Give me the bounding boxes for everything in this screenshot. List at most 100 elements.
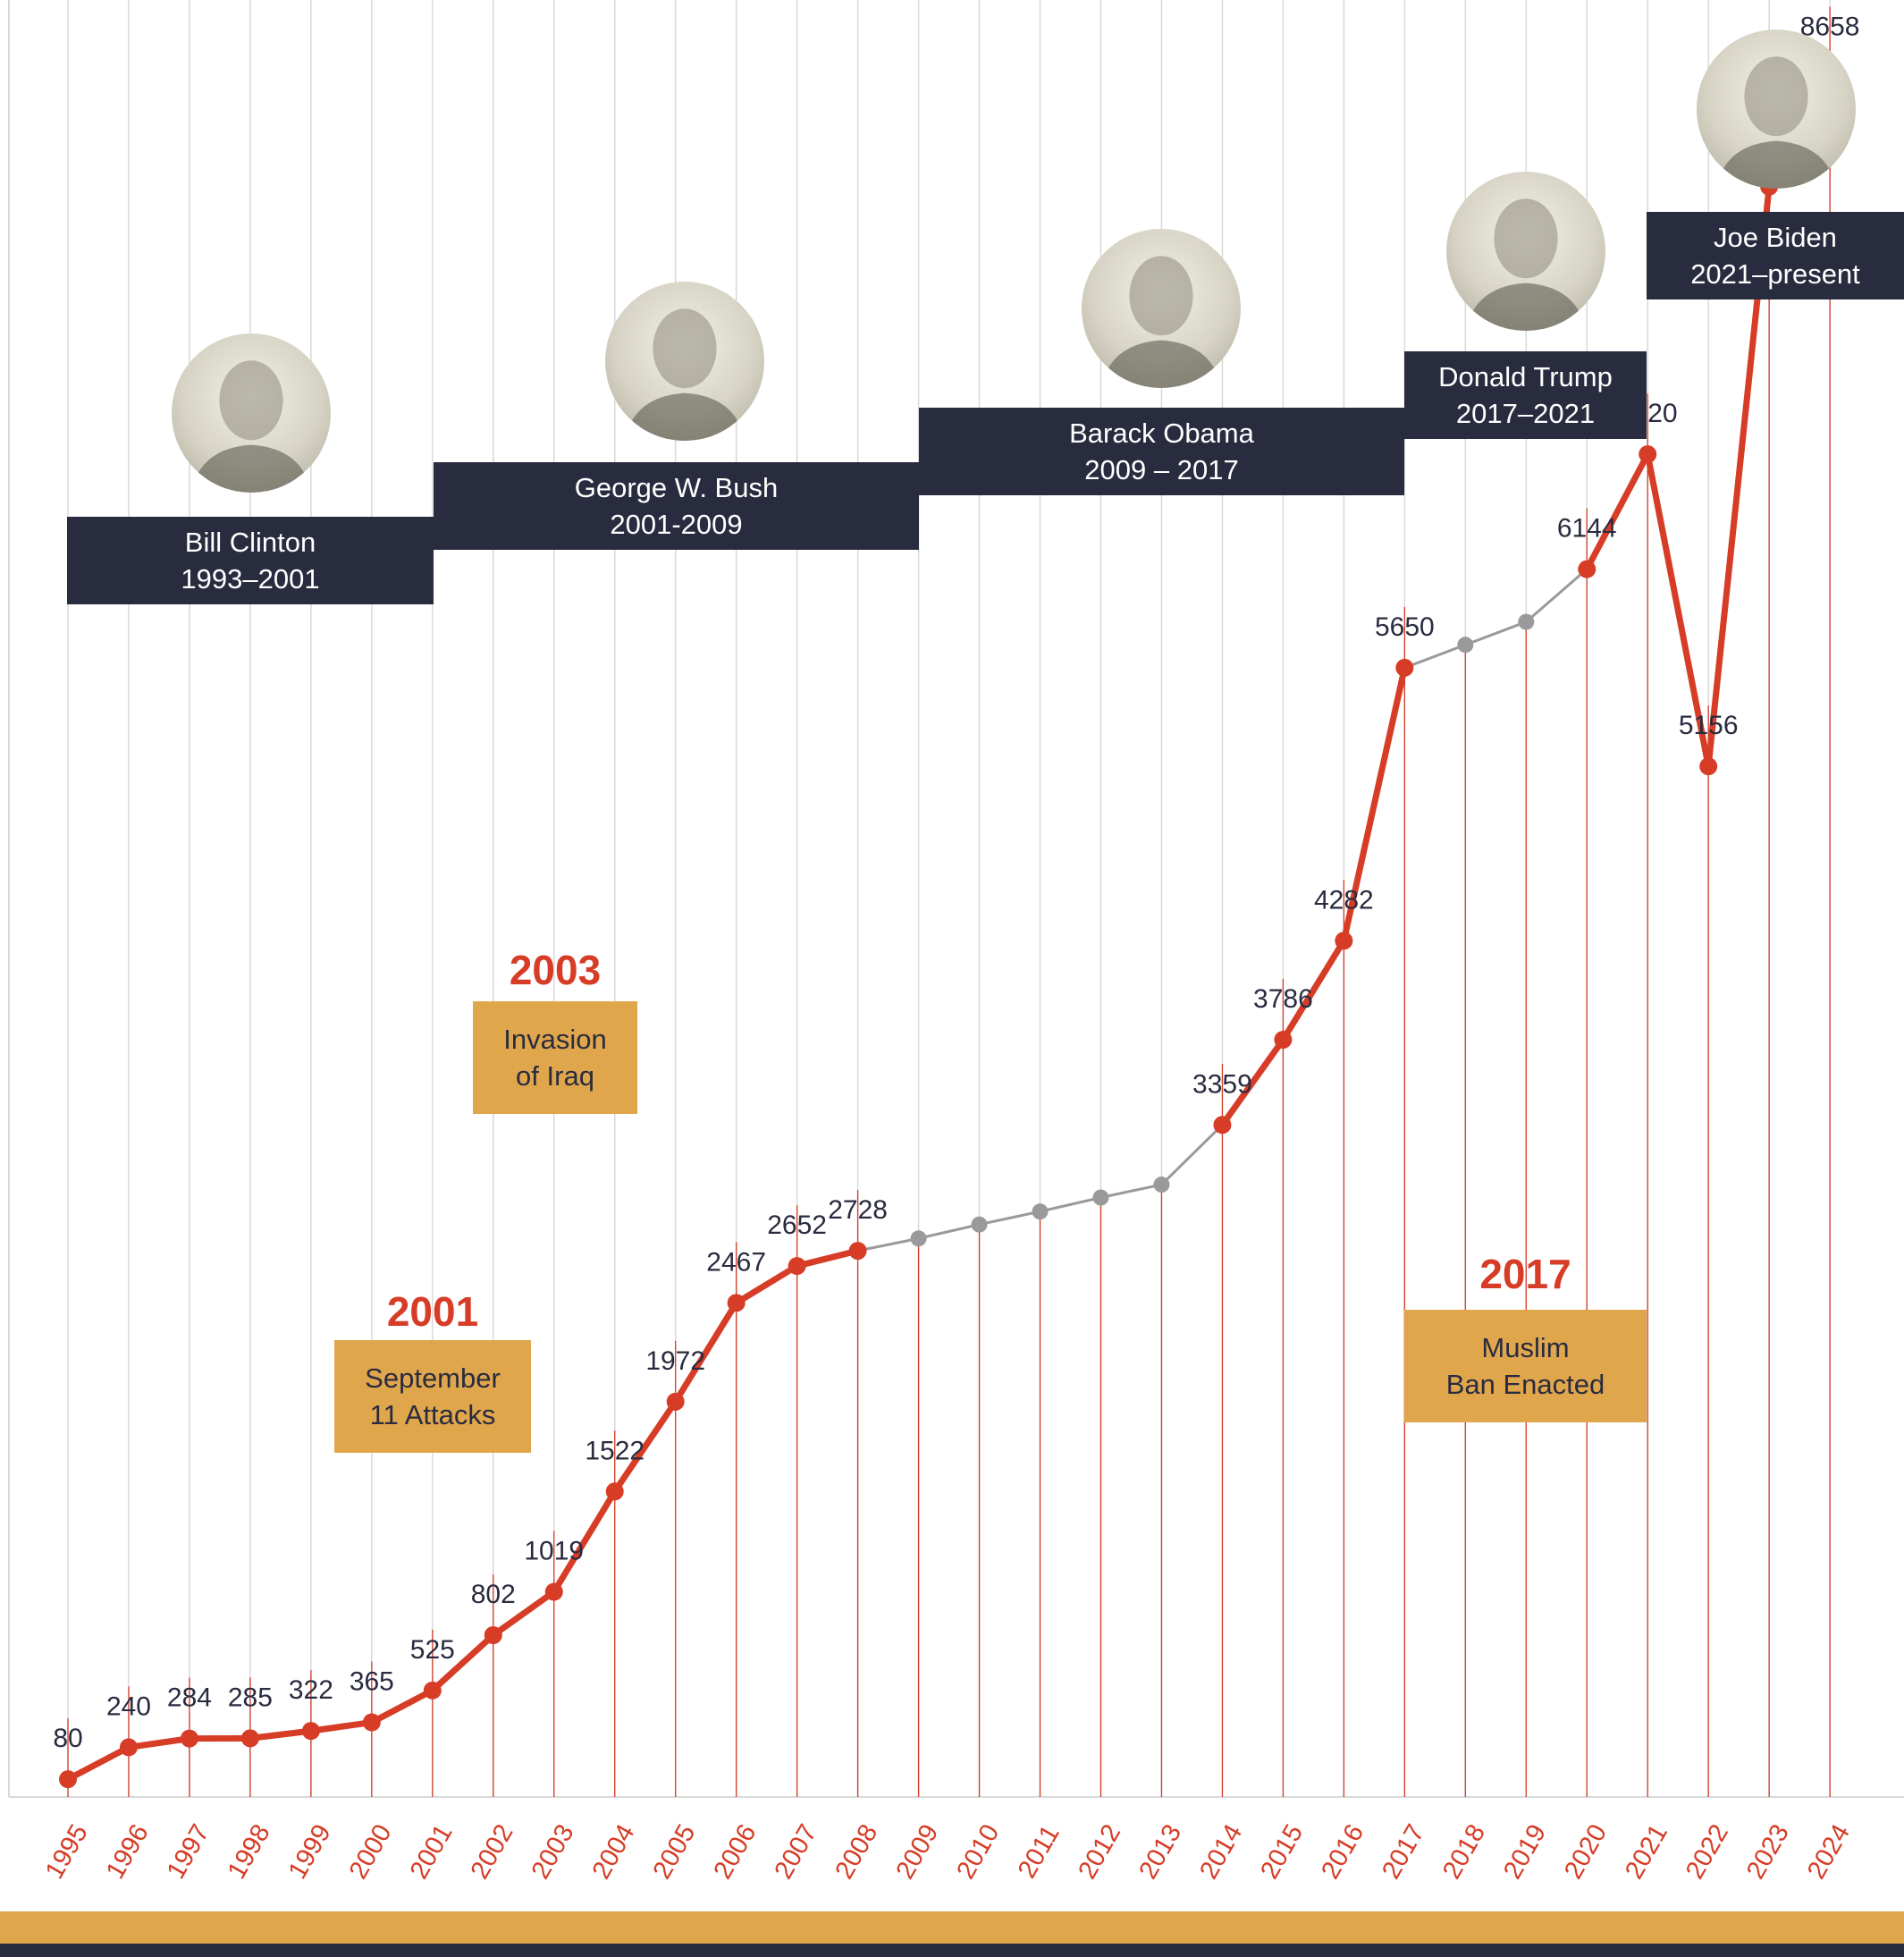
data-point-2001 [423, 1681, 442, 1700]
portrait-head-shape [653, 308, 717, 389]
event-2017-box: Muslim Ban Enacted [1404, 1310, 1647, 1422]
portrait-silhouette-icon [624, 308, 746, 441]
value-stems [67, 6, 1831, 1797]
clinton-term: 1993–2001 [181, 563, 320, 595]
line-segment-1998-1999 [247, 1727, 315, 1742]
portrait-shoulders-shape [190, 444, 312, 493]
value-label-1995: 80 [53, 1724, 82, 1753]
x-tick-label-2022: 2022 [1681, 1819, 1734, 1884]
data-point-1996 [119, 1738, 138, 1757]
x-tick-label-2012: 2012 [1073, 1819, 1126, 1884]
data-point-1999 [301, 1722, 320, 1741]
line-segment-2006-2007 [733, 1262, 801, 1306]
x-tick-label-2024: 2024 [1802, 1819, 1856, 1884]
x-tick-label-1997: 1997 [162, 1819, 215, 1884]
obama-term-box: Barack Obama 2009 – 2017 [919, 408, 1404, 495]
x-tick-label-1995: 1995 [40, 1819, 94, 1884]
x-tick-label-1998: 1998 [223, 1819, 276, 1884]
event-2017-line-1: Muslim [1481, 1332, 1570, 1363]
data-point-2017 [1395, 658, 1414, 677]
line-segment-2013-2014 [1159, 1123, 1224, 1186]
biden-portrait-image [1697, 30, 1856, 189]
value-label-2014: 3359 [1192, 1069, 1252, 1099]
data-point-2022 [1699, 757, 1718, 776]
x-tick-label-2019: 2019 [1498, 1819, 1552, 1884]
line-segment-2007-2008 [794, 1247, 862, 1270]
event-2003-line-2: of Iraq [516, 1060, 594, 1092]
trump-portrait-image [1446, 172, 1605, 331]
value-label-2020: 6144 [1557, 514, 1617, 544]
line-segment-1995-1996 [64, 1743, 132, 1783]
data-point-2016 [1335, 932, 1353, 950]
x-tick-label-2009: 2009 [890, 1819, 944, 1884]
biden-term-box: Joe Biden 2021–present [1647, 212, 1904, 299]
portrait-silhouette-icon [1715, 56, 1837, 189]
data-point-2021 [1639, 445, 1657, 464]
x-tick-label-2016: 2016 [1316, 1819, 1369, 1884]
value-label-1999: 322 [289, 1675, 333, 1705]
bush-name: George W. Bush [574, 472, 779, 503]
trump-term-box: Donald Trump 2017–2021 [1404, 351, 1647, 439]
x-tick-labels: 1995 1996 1997 1998 1999 2000 2001 2002 2003 2004… [40, 1819, 1856, 1884]
clinton-term-box: Bill Clinton 1993–2001 [67, 517, 434, 604]
data-point-2003 [544, 1582, 563, 1601]
data-point-2007 [788, 1257, 806, 1276]
x-tick-label-2010: 2010 [951, 1819, 1005, 1884]
value-label-2005: 1972 [645, 1346, 705, 1376]
line-segment-2012-2013 [1099, 1183, 1163, 1200]
x-tick-label-2001: 2001 [405, 1819, 459, 1884]
line-segment-2014-2015 [1218, 1036, 1286, 1128]
portrait-silhouette-icon [1100, 256, 1222, 388]
line-segment-2002-2003 [490, 1589, 558, 1639]
clinton-name: Bill Clinton [184, 527, 316, 558]
line-segment-2019-2020 [1524, 568, 1588, 624]
x-tick-label-2015: 2015 [1255, 1819, 1309, 1884]
data-point-2005 [666, 1392, 685, 1411]
line-segment-2011-2012 [1039, 1196, 1102, 1213]
data-point-2012 [1092, 1189, 1109, 1206]
value-label-2000: 365 [350, 1667, 394, 1697]
data-point-2011 [1032, 1203, 1049, 1220]
x-tick-label-2005: 2005 [648, 1819, 702, 1884]
value-label-2003: 1019 [524, 1537, 584, 1566]
footer-navy-strip [0, 1944, 1904, 1957]
x-tick-label-2006: 2006 [709, 1819, 762, 1884]
x-tick-label-1996: 1996 [101, 1819, 155, 1884]
data-point-2010 [971, 1216, 988, 1233]
portrait-shoulders-shape [1465, 283, 1587, 331]
x-tick-label-2017: 2017 [1377, 1819, 1430, 1884]
x-tick-label-1999: 1999 [283, 1819, 337, 1884]
data-point-1997 [180, 1729, 198, 1748]
bush-term: 2001-2009 [610, 509, 743, 540]
line-segment-2008-2009 [856, 1236, 921, 1253]
data-points [59, 58, 1840, 1789]
value-label-1997: 284 [167, 1683, 212, 1713]
data-point-2014 [1213, 1116, 1232, 1135]
x-tick-label-2020: 2020 [1559, 1819, 1613, 1884]
x-tick-label-2018: 2018 [1437, 1819, 1491, 1884]
obama-portrait-image [1082, 229, 1241, 388]
data-point-1995 [59, 1770, 77, 1789]
grid-layer [8, 0, 1904, 1798]
portrait-shoulders-shape [1100, 340, 1222, 388]
event-2001-box: September 11 Attacks [334, 1340, 531, 1453]
event-2017-year: 2017 [1479, 1251, 1571, 1297]
value-label-2015: 3786 [1253, 984, 1313, 1014]
data-point-2002 [484, 1625, 502, 1644]
data-point-2006 [727, 1294, 746, 1312]
x-tick-label-2023: 2023 [1741, 1819, 1795, 1884]
event-2003-box: Invasion of Iraq [473, 1001, 637, 1114]
x-tick-label-2021: 2021 [1620, 1819, 1673, 1884]
value-label-2001: 525 [410, 1635, 455, 1665]
biden-name: Joe Biden [1714, 222, 1837, 253]
data-point-2020 [1578, 560, 1596, 578]
value-label-2002: 802 [471, 1580, 516, 1609]
value-label-2004: 1522 [585, 1436, 644, 1465]
footer-gold-bar [0, 1911, 1904, 1944]
portrait-silhouette-icon [1465, 198, 1587, 331]
bush-portrait-image [605, 282, 764, 441]
data-point-2000 [362, 1713, 381, 1732]
line-segment-2001-2002 [429, 1632, 497, 1694]
x-tick-label-2014: 2014 [1194, 1819, 1248, 1884]
